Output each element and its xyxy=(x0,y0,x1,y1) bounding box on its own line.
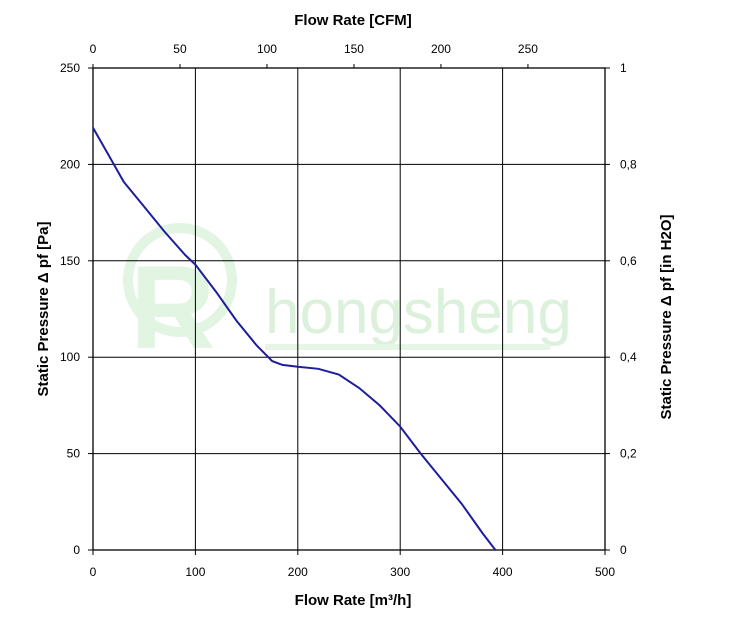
watermark: R hongsheng xyxy=(123,223,572,374)
plot-frame xyxy=(92,67,606,551)
y-right-tick-label: 1 xyxy=(620,61,627,75)
x-top-tick-label: 100 xyxy=(257,42,277,56)
x-bottom-tick-label: 500 xyxy=(595,565,615,579)
y-left-tick-label: 250 xyxy=(60,61,80,75)
x-bottom-axis-title: Flow Rate [m³/h] xyxy=(295,592,412,609)
x-top-axis-title: Flow Rate [CFM] xyxy=(294,12,412,29)
x-bottom-tick-label: 0 xyxy=(90,565,97,579)
watermark-text: hongsheng xyxy=(265,278,572,347)
x-top-tick-label: 250 xyxy=(518,42,538,56)
y-left-tick-label: 200 xyxy=(60,157,80,171)
y-right-tick-label: 0,4 xyxy=(620,350,637,364)
series-line-flow-pressure xyxy=(92,127,497,551)
y-right-tick-label: 0 xyxy=(620,543,627,557)
watermark-underline xyxy=(265,344,550,350)
watermark-logo-circle xyxy=(123,223,237,337)
x-bottom-tick-label: 200 xyxy=(288,565,308,579)
watermark-logo-letter: R xyxy=(130,242,215,374)
y-left-tick-label: 0 xyxy=(73,543,80,557)
y-right-tick-label: 0,6 xyxy=(620,254,637,268)
y-left-tick-label: 100 xyxy=(60,350,80,364)
x-top-tick-label: 200 xyxy=(431,42,451,56)
x-top-tick-label: 150 xyxy=(344,42,364,56)
y-right-ticks: 0 0,2 0,4 0,6 0,8 1 xyxy=(605,61,637,557)
x-bottom-tick-label: 400 xyxy=(493,565,513,579)
x-bottom-ticks: 0 100 200 300 400 500 xyxy=(90,550,615,579)
x-bottom-tick-label: 100 xyxy=(185,565,205,579)
y-left-axis-title: Static Pressure Δ pf [Pa] xyxy=(35,221,52,396)
y-right-axis-title: Static Pressure Δ pf [in H2O] xyxy=(658,214,675,419)
y-right-tick-label: 0,8 xyxy=(620,157,637,171)
x-top-tick-label: 0 xyxy=(90,42,97,56)
x-bottom-tick-label: 300 xyxy=(390,565,410,579)
x-top-ticks: 0 50 100 150 200 250 xyxy=(90,42,538,68)
x-top-tick-label: 50 xyxy=(173,42,187,56)
y-left-ticks: 0 50 100 150 200 250 xyxy=(60,61,93,557)
y-right-tick-label: 0,2 xyxy=(620,447,637,461)
y-left-tick-label: 50 xyxy=(67,447,81,461)
y-left-tick-label: 150 xyxy=(60,254,80,268)
grid xyxy=(93,68,605,550)
